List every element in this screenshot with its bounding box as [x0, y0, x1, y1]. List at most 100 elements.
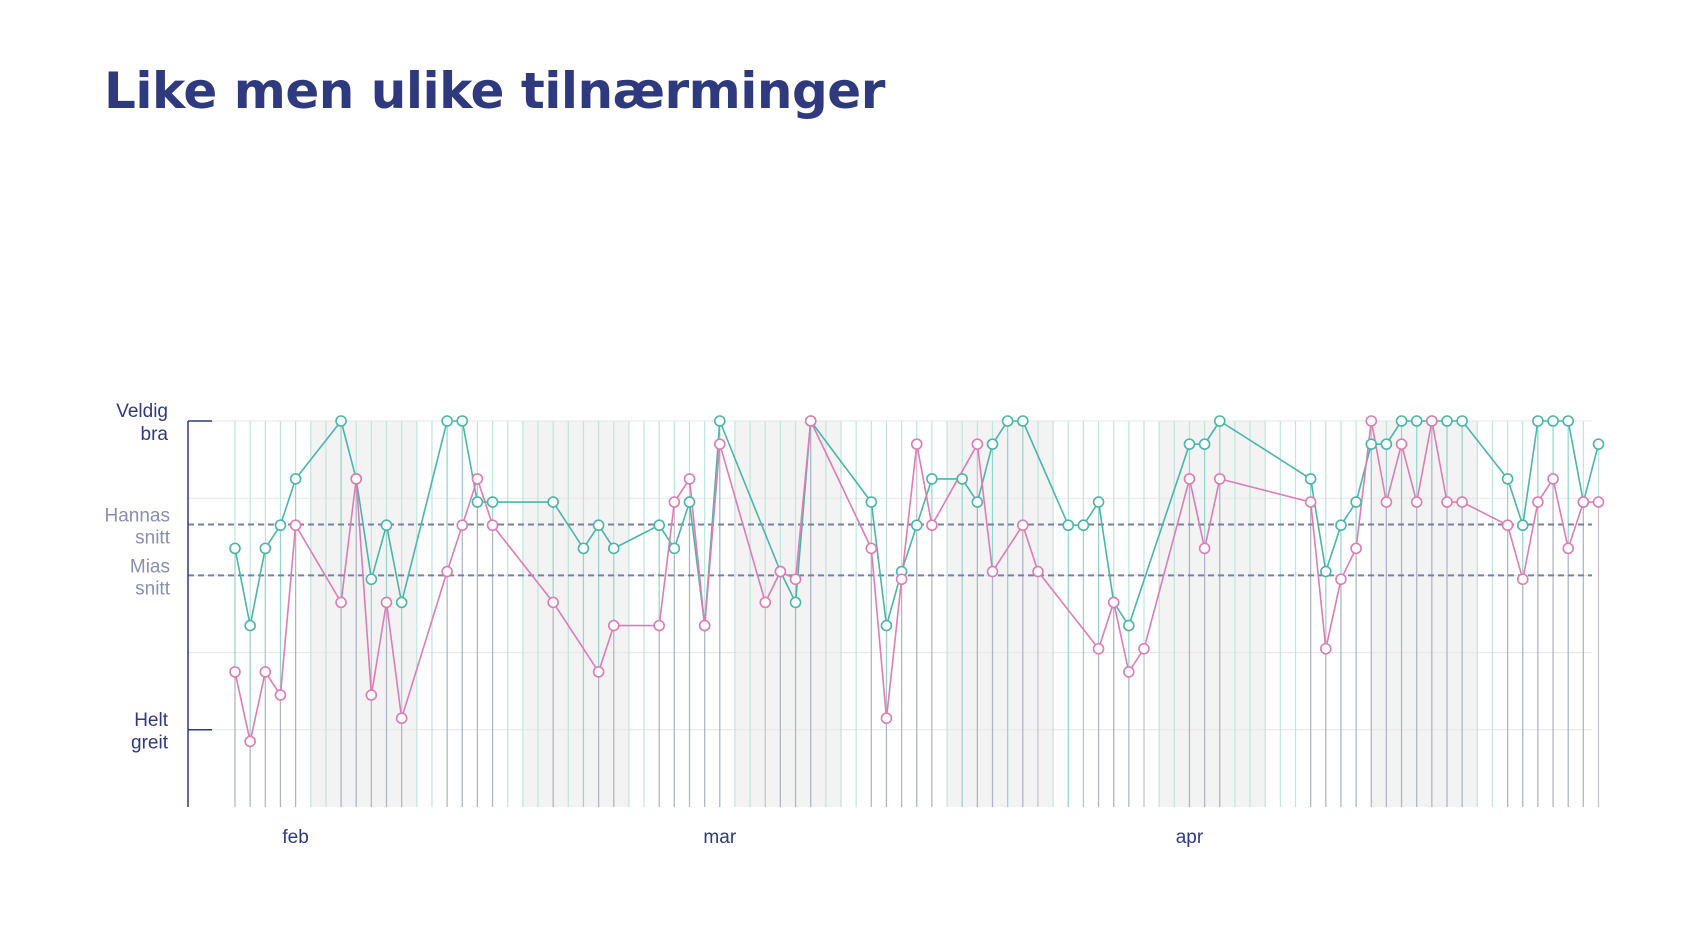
series-point-1 — [1441, 496, 1453, 508]
series-point-1 — [456, 519, 469, 532]
reference-label-line: Mias — [130, 556, 170, 577]
series-point-1 — [1562, 542, 1574, 555]
y-label-line: Helt — [134, 710, 169, 731]
series-point-1 — [441, 565, 453, 578]
series-point-1 — [1213, 473, 1226, 485]
series-point-1 — [380, 596, 393, 609]
reference-label: Mias snitt — [130, 556, 171, 599]
series-point-0 — [456, 415, 469, 427]
series-point-1 — [653, 619, 666, 632]
series-point-0 — [1410, 415, 1423, 427]
series-point-0 — [956, 473, 969, 485]
series-point-0 — [592, 519, 605, 532]
series-point-1 — [1350, 542, 1362, 555]
series-point-0 — [653, 519, 666, 532]
x-tick-label: apr — [1176, 827, 1204, 848]
series-point-0 — [713, 415, 726, 427]
series-point-1 — [1320, 642, 1332, 655]
series-point-0 — [1365, 438, 1378, 450]
series-point-1 — [471, 473, 484, 485]
axes: Veldig bra Helt greit feb mar apr — [116, 401, 1204, 848]
series-point-0 — [1335, 519, 1347, 532]
series-point-1 — [804, 415, 817, 427]
y-label-line: bra — [141, 424, 169, 445]
series-point-1 — [1107, 596, 1120, 609]
series-point-0 — [289, 473, 302, 485]
series-point-1 — [698, 619, 711, 632]
series-point-0 — [1320, 565, 1332, 578]
series-point-1 — [1592, 496, 1605, 508]
series-point-1 — [289, 519, 302, 532]
series-point-0 — [1183, 438, 1196, 450]
series-point-1 — [1532, 496, 1544, 508]
weekend-bands — [310, 421, 1478, 807]
weekend-band — [310, 421, 417, 807]
series-point-0 — [365, 573, 378, 586]
series-point-0 — [789, 596, 802, 609]
series-point-0 — [1092, 496, 1105, 508]
reference-label: Hannas snitt — [105, 505, 171, 548]
series-point-0 — [577, 542, 590, 555]
series-point-0 — [380, 519, 393, 532]
series-point-0 — [471, 496, 484, 508]
series-point-1 — [713, 438, 726, 450]
series-point-1 — [910, 438, 923, 450]
page-title: Like men ulike tilnærminger — [104, 62, 885, 120]
series-point-0 — [1380, 438, 1393, 450]
series-point-1 — [1365, 415, 1378, 427]
series-point-1 — [1501, 519, 1514, 532]
series-point-1 — [986, 565, 999, 578]
series-point-1 — [229, 666, 241, 678]
series-point-0 — [1501, 473, 1514, 485]
series-point-0 — [1456, 415, 1468, 427]
series-point-0 — [1062, 519, 1075, 532]
series-point-1 — [1335, 573, 1347, 586]
series-point-1 — [1380, 496, 1393, 508]
series-point-1 — [1456, 496, 1468, 508]
series-point-0 — [244, 619, 256, 632]
series-line-1 — [234, 420, 1599, 743]
series-point-0 — [1198, 438, 1211, 450]
series-point-1 — [335, 596, 347, 609]
series-point-0 — [441, 415, 453, 427]
series-point-1 — [592, 666, 605, 678]
series-point-1 — [1138, 642, 1150, 655]
series-point-1 — [274, 689, 287, 701]
series-point-0 — [274, 519, 287, 532]
series-point-1 — [1123, 666, 1135, 678]
series-point-0 — [1562, 415, 1574, 427]
series-point-0 — [1213, 415, 1226, 427]
series-point-0 — [880, 619, 893, 632]
series-point-0 — [1547, 415, 1559, 427]
series-point-1 — [1304, 496, 1317, 508]
series-point-0 — [1441, 415, 1453, 427]
day-stems — [234, 421, 1600, 807]
series-point-1 — [350, 473, 363, 485]
weekend-band — [522, 421, 629, 807]
series-point-0 — [259, 542, 272, 555]
series-point-0 — [971, 496, 984, 508]
weekend-band — [947, 421, 1054, 807]
series-point-0 — [1016, 415, 1029, 427]
series-point-1 — [880, 712, 893, 725]
series-point-1 — [259, 666, 272, 678]
series-point-1 — [1516, 573, 1529, 586]
weekend-band — [1159, 421, 1266, 807]
series-point-1 — [668, 496, 681, 508]
x-tick-label: feb — [282, 827, 308, 848]
series-point-1 — [365, 689, 378, 701]
series-point-1 — [1426, 415, 1438, 427]
series-point-1 — [1410, 496, 1423, 508]
y-label-line: greit — [131, 733, 169, 754]
series-point-1 — [971, 438, 984, 450]
series-point-1 — [607, 619, 620, 632]
x-tick-label: mar — [703, 827, 736, 848]
series-point-0 — [1532, 415, 1544, 427]
series-point-1 — [244, 735, 256, 748]
y-label-line: Veldig — [116, 401, 168, 422]
series-point-1 — [1577, 496, 1590, 508]
series-point-1 — [1016, 519, 1029, 532]
series-point-0 — [986, 438, 999, 450]
series-point-0 — [1077, 519, 1090, 532]
